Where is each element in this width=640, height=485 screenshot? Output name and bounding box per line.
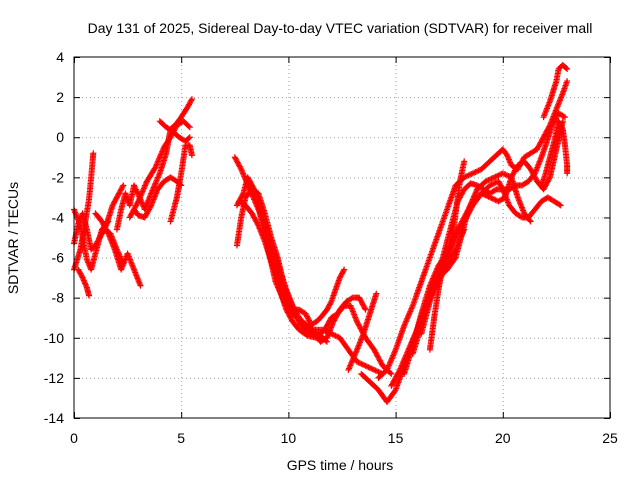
data-series-track-18 — [345, 290, 380, 373]
data-series-track-6 — [96, 182, 127, 241]
data-series-track-11 — [167, 142, 195, 225]
data-point-marker — [526, 217, 533, 224]
data-series-track-2 — [71, 206, 112, 273]
data-point-marker — [560, 113, 567, 120]
x-tick-label: 10 — [281, 430, 297, 446]
data-point-marker — [186, 124, 193, 131]
data-point-marker — [361, 305, 368, 312]
data-point-marker — [185, 135, 192, 142]
data-point-marker — [451, 255, 458, 262]
data-point-marker — [387, 369, 394, 376]
data-series-track-20 — [375, 78, 571, 381]
data-point-marker — [90, 150, 97, 157]
data-point-marker — [119, 183, 126, 190]
y-tick-label: -4 — [52, 209, 65, 225]
data-point-marker — [563, 65, 570, 72]
data-series-track-4 — [75, 266, 93, 299]
data-point-marker — [306, 318, 313, 325]
data-point-marker — [327, 300, 334, 307]
data-point-marker — [186, 134, 193, 141]
data-point-marker — [564, 78, 571, 85]
y-tick-label: -12 — [44, 370, 64, 386]
data-point-marker — [559, 124, 566, 131]
chart-title: Day 131 of 2025, Sidereal Day-to-day VTE… — [88, 20, 593, 36]
data-point-marker — [461, 158, 468, 165]
data-point-marker — [306, 317, 313, 324]
data-series-track-5 — [92, 210, 144, 289]
data-point-marker — [564, 170, 571, 177]
data-point-marker — [147, 203, 154, 210]
y-tick-label: 0 — [56, 129, 64, 145]
data-point-marker — [341, 266, 348, 273]
data-point-marker — [134, 199, 141, 206]
data-series-track-10 — [156, 118, 193, 145]
data-point-marker — [561, 114, 568, 121]
data-point-marker — [388, 370, 395, 377]
data-point-marker — [499, 185, 506, 192]
data-point-marker — [237, 164, 244, 171]
data-point-marker — [185, 123, 192, 130]
data-point-marker — [137, 282, 144, 289]
data-point-marker — [188, 96, 195, 103]
x-tick-label: 15 — [388, 430, 404, 446]
data-series-track-25 — [426, 254, 453, 353]
grid — [74, 57, 610, 418]
data-point-marker — [362, 306, 369, 313]
x-tick-label: 20 — [495, 430, 511, 446]
data-point-marker — [151, 165, 158, 172]
y-tick-label: -10 — [44, 330, 64, 346]
y-tick-label: 2 — [56, 89, 64, 105]
data-point-marker — [188, 97, 195, 104]
data-point-marker — [86, 292, 93, 299]
y-tick-label: -8 — [52, 290, 65, 306]
data-point-marker — [120, 182, 127, 189]
plot-area — [71, 62, 571, 405]
data-point-marker — [188, 152, 195, 159]
x-tick-label: 5 — [177, 430, 185, 446]
data-point-marker — [373, 290, 380, 297]
data-point-marker — [556, 201, 563, 208]
data-series-track-1 — [71, 150, 97, 273]
data-point-marker — [396, 368, 403, 375]
data-series-track-28 — [540, 62, 571, 121]
data-point-marker — [564, 66, 571, 73]
data-point-marker — [527, 218, 534, 225]
x-tick-label: 25 — [602, 430, 618, 446]
data-point-marker — [340, 267, 347, 274]
y-tick-label: -2 — [52, 169, 65, 185]
data-point-marker — [102, 223, 109, 230]
y-tick-label: -14 — [44, 410, 64, 426]
y-tick-label: -6 — [52, 250, 65, 266]
data-point-marker — [546, 175, 553, 182]
y-tick-label: 4 — [56, 49, 64, 65]
y-axis-title: SDTVAR / TECUs — [5, 182, 21, 294]
data-series-track-17 — [263, 230, 313, 325]
data-point-marker — [104, 229, 111, 236]
data-point-marker — [557, 202, 564, 209]
x-axis-title: GPS time / hours — [287, 457, 394, 473]
data-point-marker — [391, 388, 398, 395]
axis-labels: 0 5 10 15 20 25 -14 -12 -10 -8 -6 -4 -2 0 2 4 — [44, 49, 618, 446]
x-tick-label: 0 — [70, 430, 78, 446]
data-series-track-26 — [446, 158, 468, 265]
plot-frame — [73, 56, 611, 419]
data-series-track-27 — [538, 118, 571, 189]
data-series-track-9 — [131, 174, 185, 221]
data-point-marker — [78, 273, 85, 280]
